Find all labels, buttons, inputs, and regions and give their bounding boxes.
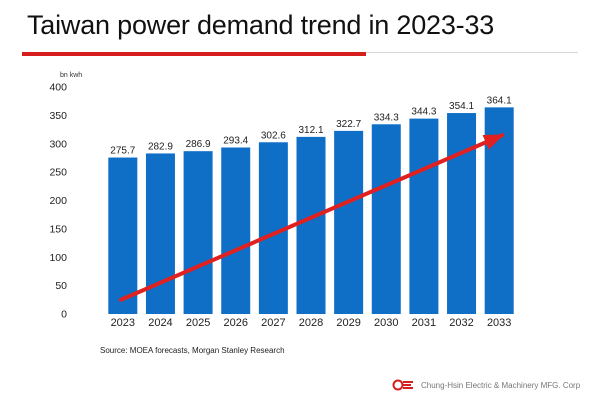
- bar: [409, 118, 439, 315]
- x-tick-label: 2023: [111, 317, 135, 329]
- bar-value-label: 302.6: [261, 130, 286, 141]
- x-tick-label: 2027: [261, 317, 285, 329]
- y-tick-label: 200: [49, 195, 67, 207]
- bar: [221, 147, 251, 314]
- bar-value-label: 312.1: [298, 125, 323, 136]
- title-accent-bar: [22, 52, 366, 56]
- x-tick-label: 2032: [449, 317, 473, 329]
- source-note: Source: MOEA forecasts, Morgan Stanley R…: [100, 346, 285, 355]
- bar-value-label: 275.7: [110, 146, 135, 157]
- company-logo-icon: [392, 379, 413, 391]
- bar: [296, 136, 326, 314]
- y-tick-label: 50: [55, 280, 67, 292]
- data-labels: 275.7 282.9 286.9 293.4 302.6 312.1 322.7 334.3…: [110, 95, 512, 156]
- y-tick-label: 250: [49, 167, 67, 179]
- bar-value-label: 282.9: [148, 141, 173, 152]
- y-tick-label: 100: [49, 252, 67, 264]
- bar: [183, 151, 213, 314]
- bar: [447, 113, 477, 314]
- bar-value-label: 354.1: [449, 101, 474, 112]
- bar-series: [108, 107, 514, 315]
- bar-value-label: 322.7: [336, 119, 361, 130]
- x-tick-label: 2033: [487, 317, 511, 329]
- x-axis: 2023 2024 2025 2026 2027 2028 2029 2030 2031 2032…: [111, 317, 512, 329]
- bar: [371, 124, 401, 314]
- x-tick-label: 2029: [336, 317, 360, 329]
- bar-value-label: 364.1: [487, 95, 512, 106]
- y-tick-label: 300: [49, 138, 67, 150]
- y-tick-label: 350: [49, 110, 67, 122]
- bar-value-label: 344.3: [411, 107, 436, 118]
- bar-value-label: 286.9: [186, 139, 211, 150]
- footer: Chung-Hsin Electric & Machinery MFG. Cor…: [392, 378, 580, 392]
- x-tick-label: 2031: [412, 317, 436, 329]
- y-tick-label: 400: [49, 82, 67, 94]
- bar: [108, 157, 138, 314]
- y-tick-label: 0: [61, 309, 67, 321]
- x-tick-label: 2025: [186, 317, 210, 329]
- x-tick-label: 2024: [148, 317, 172, 329]
- trend-arrow: [118, 133, 505, 302]
- y-axis-unit-label: bn kwh: [60, 72, 82, 79]
- bar-value-label: 293.4: [223, 135, 248, 146]
- x-tick-label: 2026: [223, 317, 247, 329]
- bar: [145, 153, 175, 314]
- page-title: Taiwan power demand trend in 2023-33: [27, 10, 495, 40]
- x-tick-label: 2030: [374, 317, 398, 329]
- bar: [334, 130, 364, 314]
- x-tick-label: 2028: [299, 317, 323, 329]
- y-tick-label: 150: [49, 223, 67, 235]
- company-name: Chung-Hsin Electric & Machinery MFG. Cor…: [421, 380, 581, 390]
- bar-value-label: 334.3: [374, 112, 399, 123]
- y-axis: 0 50 100 150 200 250 300 350 400: [49, 82, 67, 321]
